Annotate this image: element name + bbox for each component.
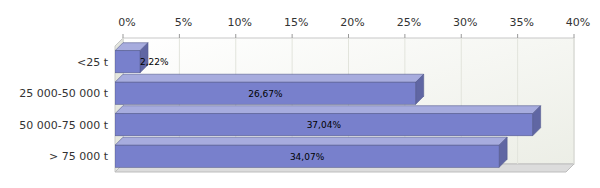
bar-top [115,137,507,145]
data-label: 34,07% [290,152,325,162]
tick-mark [404,34,405,38]
grid-line [574,38,575,164]
bar-side [533,106,541,136]
tick-mark [292,34,293,38]
bars [115,43,541,168]
bar [115,114,533,136]
tick-label: 35% [509,16,533,29]
tick-label: 25% [397,16,421,29]
tick-mark [517,34,518,38]
tick-label: 20% [340,16,364,29]
bar [115,145,499,167]
bar-top [115,74,424,82]
data-label: 37,04% [307,120,342,130]
tick-label: 10% [228,16,252,29]
bar [115,82,416,104]
tick-mark [235,34,236,38]
grid-line [517,38,518,164]
tick-label: 0% [118,16,135,29]
category-label: <25 t [77,56,109,69]
bar-side [416,74,424,104]
tick-mark [348,34,349,38]
bar [115,51,140,73]
tick-mark [461,34,462,38]
chart: 0% 5% 10% 15% 20% 25% 30% 35% 40% <25 t 2,22% 25 00… [0,0,600,188]
data-label: 26,67% [248,89,283,99]
tick-label: 40% [566,16,590,29]
tick-mark [123,34,124,38]
category-label: > 75 000 t [49,150,109,163]
tick-label: 30% [453,16,477,29]
data-label: 2,22% [140,57,169,67]
labels: <25 t 2,22% 25 000-50 000 t 26,67% 50 000-75… [19,56,341,164]
category-label: 50 000-75 000 t [19,119,108,132]
bar-side [499,137,507,167]
tick-label: 5% [175,16,192,29]
bar-top [115,106,541,114]
category-label: 25 000-50 000 t [19,87,108,100]
tick-label: 15% [284,16,308,29]
tick-mark [574,34,575,38]
tick-mark [179,34,180,38]
